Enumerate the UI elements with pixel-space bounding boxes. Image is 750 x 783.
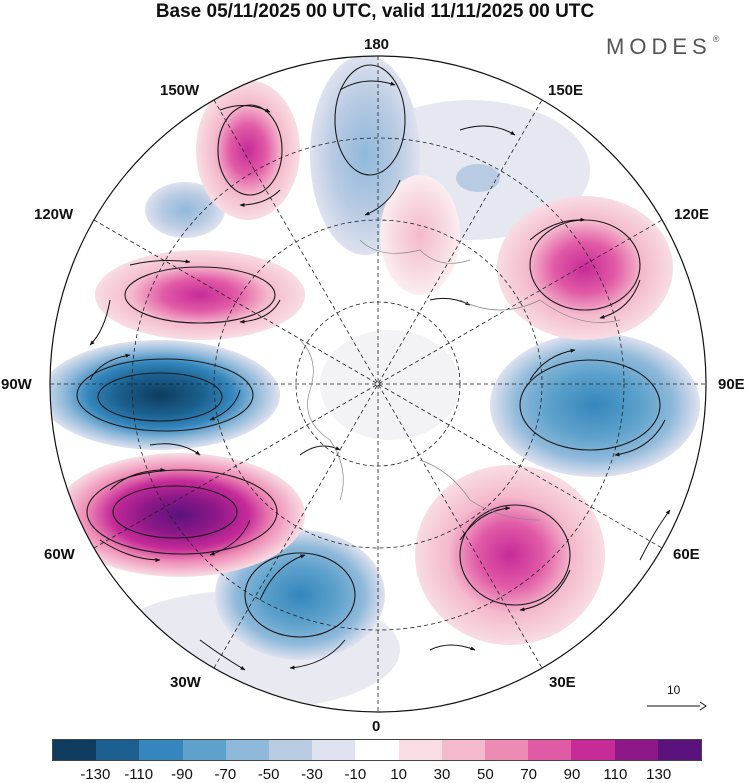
colorbar-swatch [614,740,658,760]
colorbar-swatch [96,740,140,760]
lon-label-30w: 30W [170,674,201,691]
colorbar-swatch [571,740,615,760]
colorbar-swatch [312,740,356,760]
colorbar-tick-label: 50 [476,766,494,783]
colorbar-swatch [355,740,399,760]
low-anomaly-90e [490,333,700,477]
lon-label-0: 0 [372,718,381,735]
lon-label-180: 180 [364,36,390,53]
low-anomaly-120w [145,182,225,238]
lon-label-150e: 150E [548,82,584,99]
colorbar-tick-label: -110 [124,766,154,783]
colorbar-swatch [225,740,270,760]
lon-label-60w: 60W [44,546,75,563]
colorbar-swatch [269,740,313,760]
wind-vectors [89,80,671,671]
high-anomaly-110w [95,250,305,340]
coastlines [299,239,621,521]
colorbar-tick-label: 10 [390,766,407,783]
colorbar-swatch [53,740,97,760]
colorbar-swatch [139,740,183,760]
high-anomaly-150w [196,80,300,220]
colorbar-swatch [182,740,226,760]
colorbar-tick-label: 90 [563,766,581,783]
reference-vector-label: 10 [667,683,681,697]
high-anomaly-120e [497,196,673,340]
colorbar-tick-label: -130 [80,766,111,783]
lon-label-90e: 90E [718,376,745,393]
colorbar-swatch [485,740,529,760]
lon-label-90w: 90W [1,376,32,393]
lon-label-120e: 120E [674,206,710,223]
colorbar-swatch [398,740,442,760]
colorbar-swatch [657,740,702,760]
colorbar-tick-label: -70 [214,766,237,783]
brand-text: MODES [606,34,712,59]
anomaly-field [50,56,706,712]
colorbar-tick-label: -50 [257,766,280,783]
colorbar-swatch [441,740,486,760]
high-anomaly-170e [380,175,460,295]
colorbar-tick-label: -30 [301,766,323,783]
high-anomaly-40e [415,465,605,645]
colorbar-labels: -130 -110 -90 -70 -50 -30 -10 10 30 50 70 90 110 130 [0,766,750,783]
registered-mark: ® [712,34,720,44]
graticule [50,56,706,712]
reference-arrow-icon [647,701,707,711]
lon-label-150w: 150W [160,82,200,99]
colorbar-tick-label: 30 [433,766,451,783]
lon-label-30e: 30E [549,674,576,691]
reference-vector: 10 [645,683,707,715]
colorbar-tick-label: -10 [344,766,367,783]
colorbar-tick-label: -90 [171,766,193,783]
map-boundary [49,55,707,713]
map-title: Base 05/11/2025 00 UTC, valid 11/11/2025… [155,1,595,22]
colorbar-tick-label: 70 [520,766,537,783]
high-anomaly-60w [55,453,305,577]
modes-logo: MODES® [606,34,719,60]
colorbar [52,739,702,761]
colorbar-tick-label: 130 [646,766,672,783]
low-anomaly-90w [50,340,280,450]
colorbar-swatch [528,740,572,760]
lon-label-120w: 120W [34,206,74,223]
lon-label-60e: 60E [673,546,700,563]
colorbar-tick-label: 110 [603,766,628,783]
